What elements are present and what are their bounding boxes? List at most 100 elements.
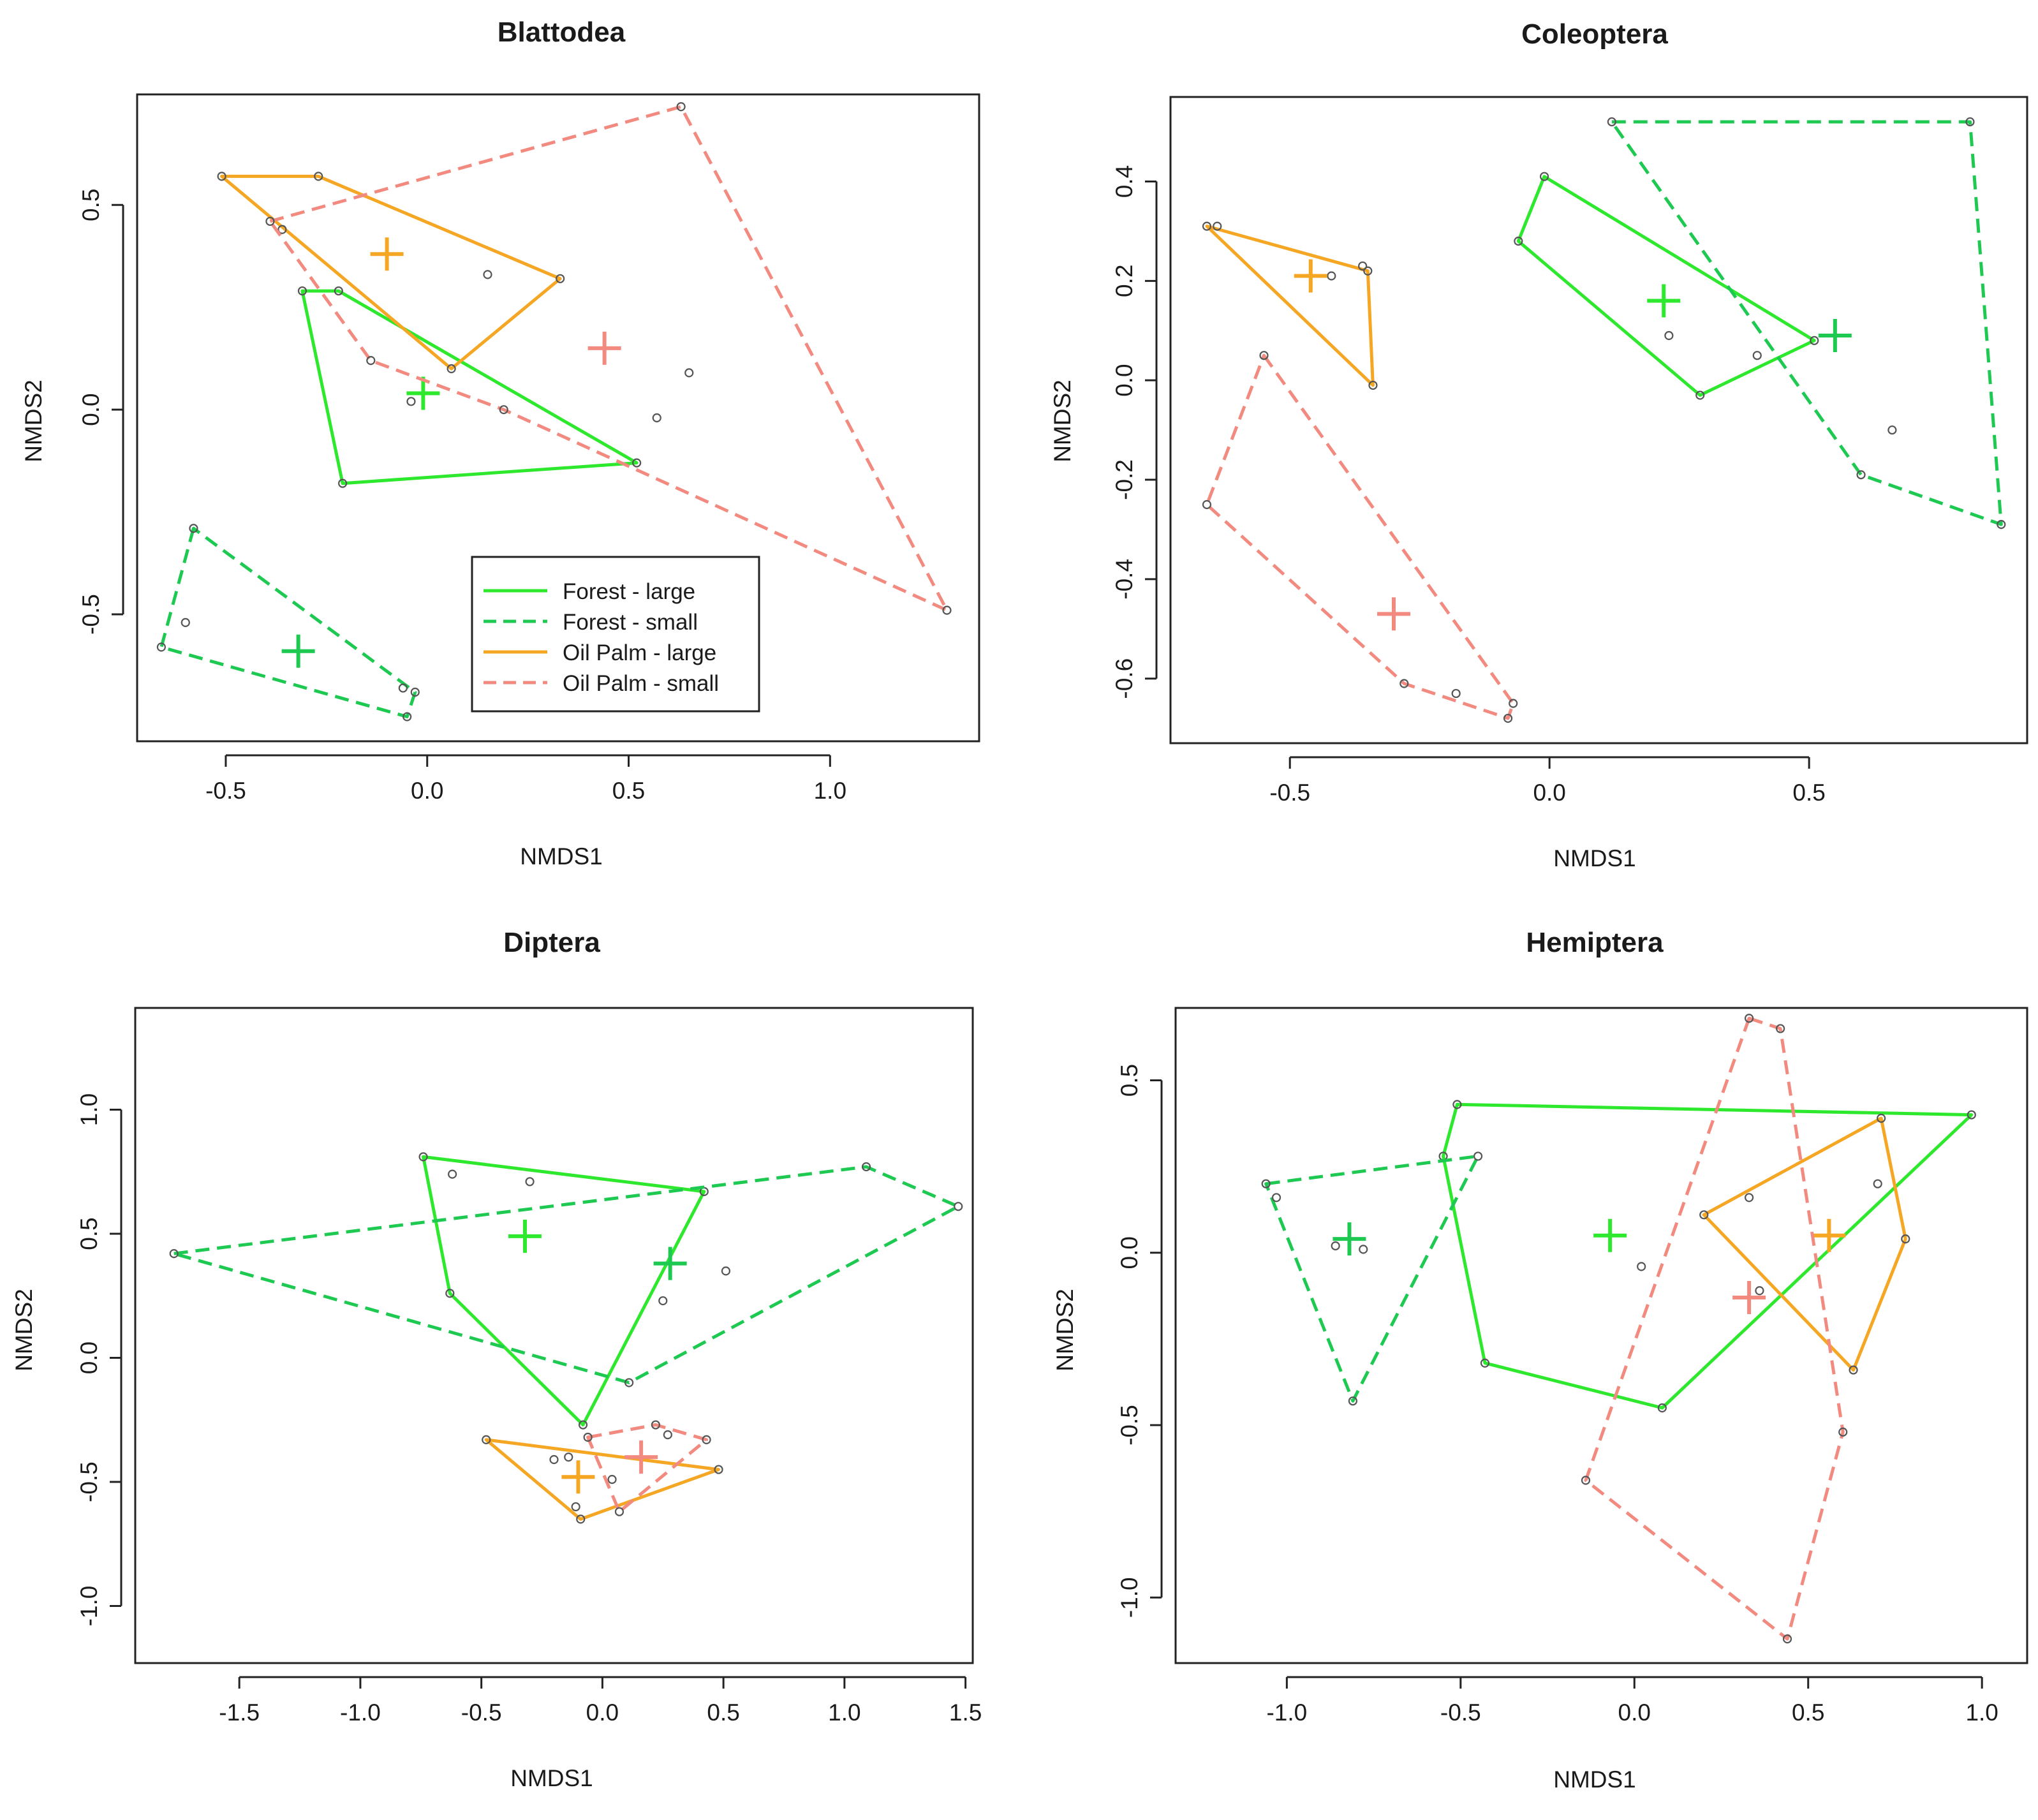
group-forest-large	[1514, 172, 1819, 400]
hull-polygon	[1205, 353, 1515, 720]
y-axis: -1.0 -0.5 0.0 0.5 1.0	[76, 1093, 122, 1626]
legend-label-forest-large: Forest - large	[563, 579, 695, 604]
sample-point	[624, 1378, 634, 1387]
hull-polygon	[220, 174, 562, 371]
x-tick-label: -0.5	[1269, 780, 1310, 806]
y-tick-label: -0.4	[1111, 559, 1137, 600]
x-axis: -0.5 0.0 0.5	[1269, 756, 1826, 806]
sample-point	[721, 1266, 731, 1276]
y-tick-label: 0.5	[1116, 1064, 1142, 1097]
x-axis: -1.0 -0.5 0.0 0.5 1.0	[1266, 1676, 1998, 1726]
panel-title: Diptera	[503, 927, 600, 958]
sample-point	[714, 1465, 723, 1474]
panel-hemiptera: Hemiptera NMDS1 NMDS2 -1.0 -0.5 0.0 0.5 1.0-…	[1052, 927, 2028, 1793]
sample-point	[1755, 1286, 1764, 1296]
group-forest-small	[1261, 1151, 1483, 1406]
sample-point	[366, 356, 376, 366]
hull-polygon	[1584, 1016, 1845, 1641]
sample-point	[1261, 1179, 1271, 1188]
x-tick-label: 0.5	[1792, 780, 1825, 806]
y-axis-label: NMDS2	[20, 380, 47, 462]
group-oilpalm-small	[1202, 351, 1518, 723]
sample-point	[334, 286, 343, 296]
x-tick-label: -1.0	[340, 1699, 381, 1726]
x-axis: -0.5 0.0 0.5 1.0	[205, 754, 846, 804]
hull-polygon	[422, 1155, 706, 1426]
sample-point	[1664, 330, 1674, 341]
sample-point	[632, 458, 642, 468]
sample-point	[564, 1453, 573, 1462]
sample-point	[297, 286, 307, 296]
sample-point	[1856, 470, 1866, 480]
group-forest-large	[297, 286, 642, 488]
x-tick-label: -0.5	[1440, 1699, 1481, 1726]
y-tick-label: 0.0	[76, 1342, 102, 1374]
x-tick-label: 1.0	[1965, 1699, 1998, 1726]
x-axis-label: NMDS1	[1553, 845, 1636, 871]
hull-polygon	[1442, 1102, 1974, 1410]
sample-point	[1967, 1110, 1976, 1120]
group-forest-large	[1438, 1100, 1976, 1413]
sample-point	[217, 172, 226, 181]
hull-polygon	[1702, 1116, 1907, 1372]
x-tick-label: -1.0	[1266, 1699, 1307, 1726]
sample-point	[1581, 1476, 1591, 1485]
sample-point	[1699, 1210, 1709, 1220]
y-tick-label: -1.0	[1116, 1577, 1142, 1618]
group-forest-small	[1607, 117, 2006, 529]
sample-point	[1213, 221, 1222, 231]
sample-point	[1503, 713, 1513, 723]
panel-blattodea: Blattodea NMDS1 NMDS2 -0.5 0.0 0.5 1.0 -0.5 0…	[20, 17, 980, 869]
sample-point	[483, 270, 492, 279]
hull-polygon	[586, 1423, 709, 1514]
sample-point	[658, 1296, 668, 1306]
x-tick-label: 1.0	[828, 1699, 860, 1726]
y-tick-label: -0.5	[76, 1461, 102, 1502]
x-tick-label: -1.5	[219, 1699, 260, 1726]
sample-point	[189, 524, 198, 533]
sample-point	[314, 172, 323, 181]
y-axis-label: NMDS2	[1049, 380, 1075, 462]
panel-title: Coleoptera	[1521, 18, 1668, 50]
x-tick-label: 0.0	[411, 778, 443, 804]
x-tick-label: 0.5	[1792, 1699, 1824, 1726]
y-tick-label: 0.4	[1111, 165, 1137, 198]
hull-polygon	[1516, 175, 1816, 397]
group-forest-small	[156, 524, 420, 721]
x-tick-label: 0.0	[1533, 780, 1565, 806]
sample-point	[1509, 699, 1518, 708]
x-tick-label: 0.0	[1618, 1699, 1651, 1726]
sample-point	[1327, 271, 1336, 281]
sample-point	[1744, 1193, 1754, 1202]
sample-point	[684, 368, 694, 378]
x-tick-label: -0.5	[205, 778, 246, 804]
panel-title: Blattodea	[498, 17, 626, 48]
sample-point	[1744, 1014, 1754, 1023]
sample-point	[1965, 117, 1975, 127]
sample-point	[1271, 1193, 1281, 1202]
group-oilpalm-large	[482, 1435, 723, 1524]
y-axis-label: NMDS2	[11, 1289, 37, 1372]
sample-point	[448, 1169, 457, 1179]
sample-point	[1539, 172, 1549, 181]
y-tick-label: 0.5	[76, 1217, 102, 1250]
sample-point	[702, 1435, 711, 1444]
y-tick-label: -0.5	[1116, 1405, 1142, 1446]
y-tick-label: 1.0	[76, 1093, 102, 1126]
sample-point	[410, 687, 420, 697]
sample-point	[1359, 1245, 1368, 1254]
group-oilpalm-small	[1581, 1014, 1848, 1644]
y-tick-label: 0.5	[78, 189, 104, 221]
y-axis: -0.5 0.0 0.5	[78, 189, 124, 635]
sample-point	[607, 1475, 617, 1484]
sample-point	[181, 618, 190, 627]
sample-point	[583, 1432, 593, 1442]
sample-point	[1480, 1358, 1490, 1368]
group-oilpalm-small	[583, 1420, 711, 1516]
sample-point	[445, 1289, 455, 1298]
sample-point	[398, 683, 408, 693]
x-axis-label: NMDS1	[1553, 1766, 1636, 1793]
hull-polygon	[1264, 1154, 1480, 1403]
sample-point	[1877, 1113, 1886, 1123]
